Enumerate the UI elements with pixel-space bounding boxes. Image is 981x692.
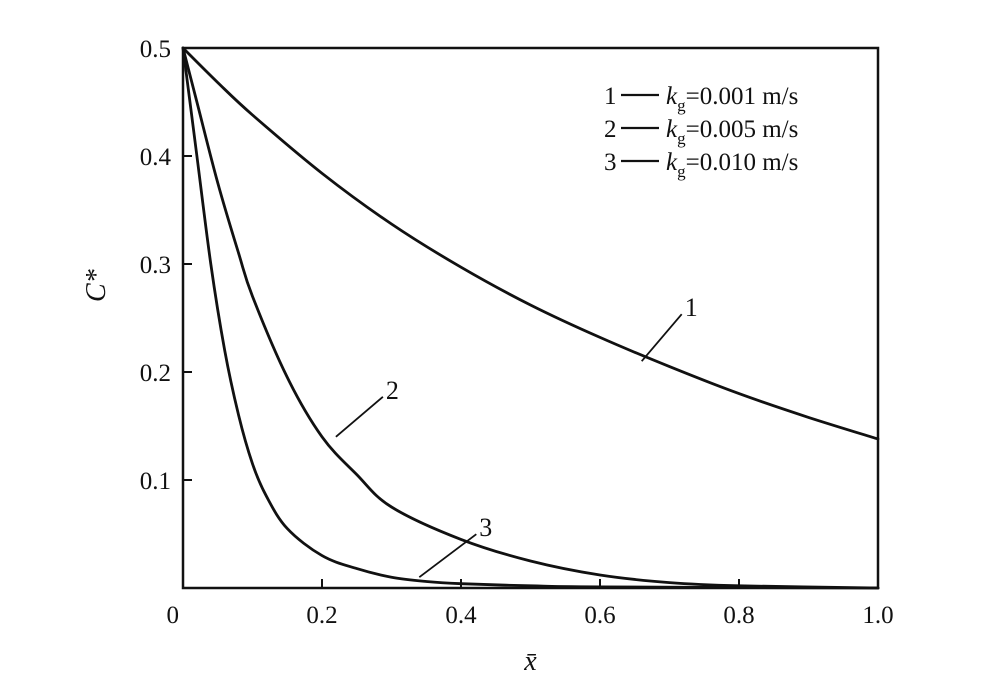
series-2-line — [181, 46, 880, 590]
curve-label-2: 2 — [386, 376, 399, 405]
legend-marker-2: 2 — [604, 116, 617, 143]
legend-value: =0.001 m/s — [686, 83, 799, 110]
x-tick-label: 0.2 — [306, 602, 337, 629]
legend-subscript: g — [677, 129, 686, 148]
legend-marker-1: 1 — [604, 83, 617, 110]
y-tick-label: 0.2 — [140, 360, 171, 387]
x-tick-label: 0.8 — [723, 602, 754, 629]
y-axis-title: C* — [81, 269, 112, 302]
legend-symbol: k — [666, 149, 678, 176]
x-tick-label: 0.4 — [445, 602, 477, 629]
y-tick-label: 0.4 — [140, 144, 172, 171]
curve-leader-1 — [641, 313, 683, 362]
legend-label-3: kg=0.010 m/s — [666, 149, 798, 181]
legend-value: =0.010 m/s — [686, 149, 799, 176]
legend-value: =0.005 m/s — [686, 116, 799, 143]
labels-group: 1 2 3 — [335, 293, 698, 578]
axes: 0 0.2 0.4 0.6 0.8 1.0 0.1 0.2 0.3 0.4 0.5 x̄ C* — [81, 36, 894, 677]
series-group — [181, 46, 880, 590]
y-tick-label: 0.3 — [140, 252, 171, 279]
x-axis-title: x̄ — [523, 646, 537, 677]
legend-subscript: g — [677, 96, 686, 115]
curve-label-3: 3 — [479, 513, 492, 542]
legend-symbol: k — [666, 83, 678, 110]
curve-leader-3 — [418, 533, 477, 578]
legend-label-1: kg=0.001 m/s — [666, 83, 798, 115]
x-tick-label: 0.6 — [584, 602, 615, 629]
legend-marker-3: 3 — [604, 149, 617, 176]
legend-symbol: k — [666, 116, 678, 143]
x-tick-label: 0 — [167, 602, 180, 629]
curve-label-1: 1 — [685, 293, 698, 322]
y-tick-label: 0.5 — [140, 36, 171, 63]
series-1-line — [181, 46, 880, 441]
curve-leader-2 — [335, 396, 384, 438]
legend: 1 kg=0.001 m/s2 kg=0.005 m/s3 kg=0.010 m/s — [604, 83, 798, 181]
plot-frame — [181, 46, 880, 590]
x-tick-label: 1.0 — [862, 602, 893, 629]
y-tick-label: 0.1 — [140, 468, 171, 495]
legend-subscript: g — [677, 162, 686, 181]
series-3-line — [181, 46, 880, 590]
legend-label-2: kg=0.005 m/s — [666, 116, 798, 148]
